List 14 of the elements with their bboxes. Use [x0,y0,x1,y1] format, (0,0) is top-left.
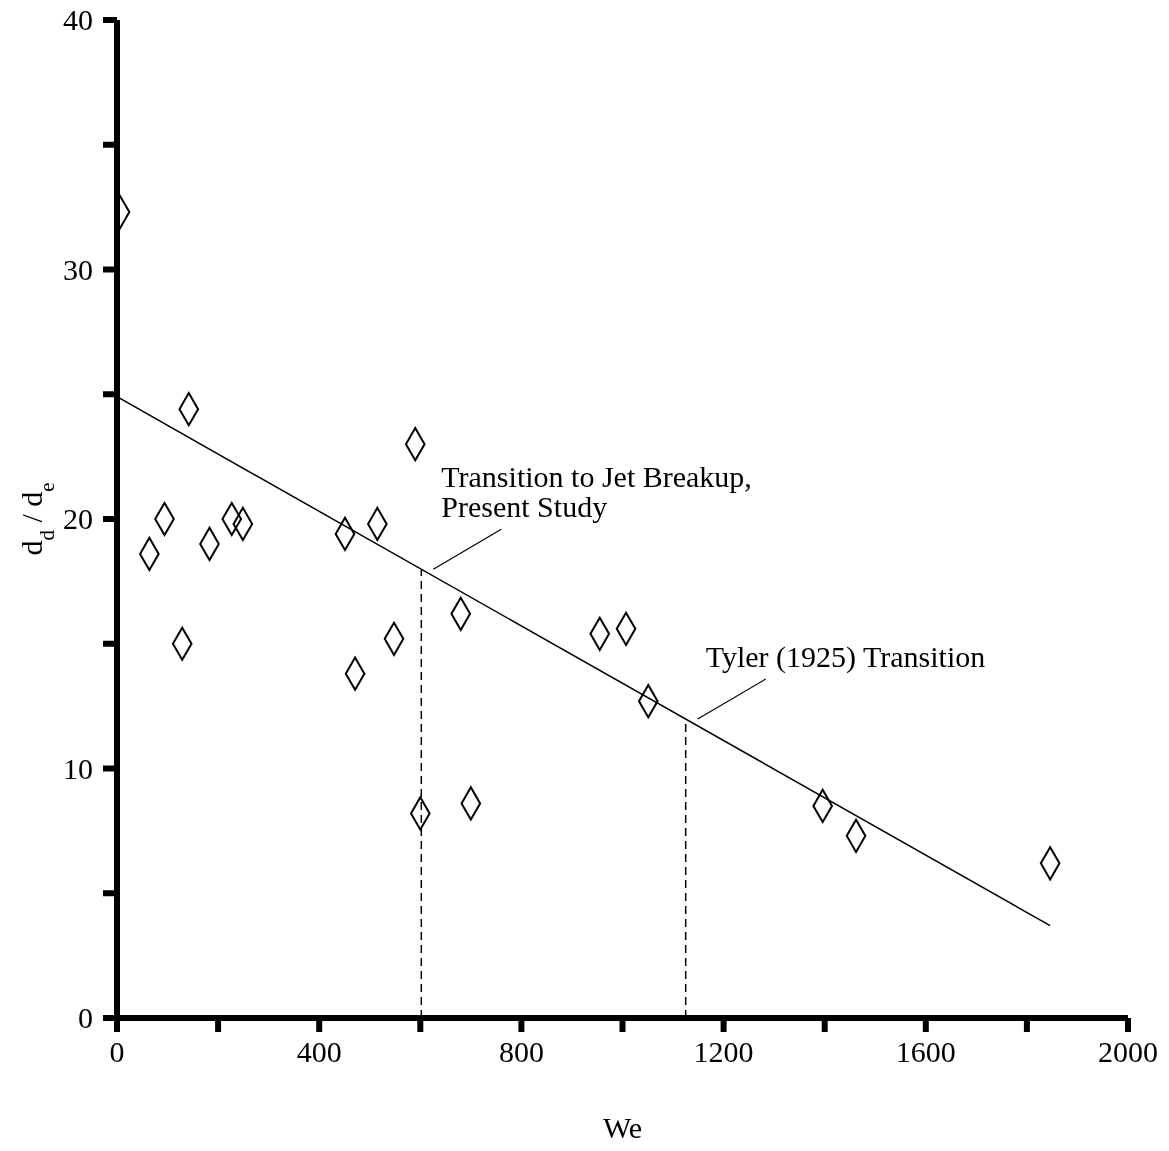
x-tick-label: 1200 [693,1035,754,1068]
y-tick-label: 10 [63,751,93,785]
y-tick-label: 20 [63,502,93,535]
ref-line-label: Transition to Jet Breakup, Present Study [441,460,752,524]
x-tick-label: 400 [296,1035,342,1068]
x-axis-title: We [602,1111,643,1144]
x-tick-label: 800 [498,1035,544,1068]
y-tick-label: 30 [63,252,93,286]
y-tick-label: 0 [78,1001,93,1034]
x-tick-label: 2000 [1098,1035,1158,1068]
x-tick-label: 0 [109,1035,125,1068]
x-tick-label: 1600 [895,1035,956,1068]
ref-line-label: Tyler (1925) Transition [705,640,986,675]
y-tick-label: 40 [63,3,93,36]
